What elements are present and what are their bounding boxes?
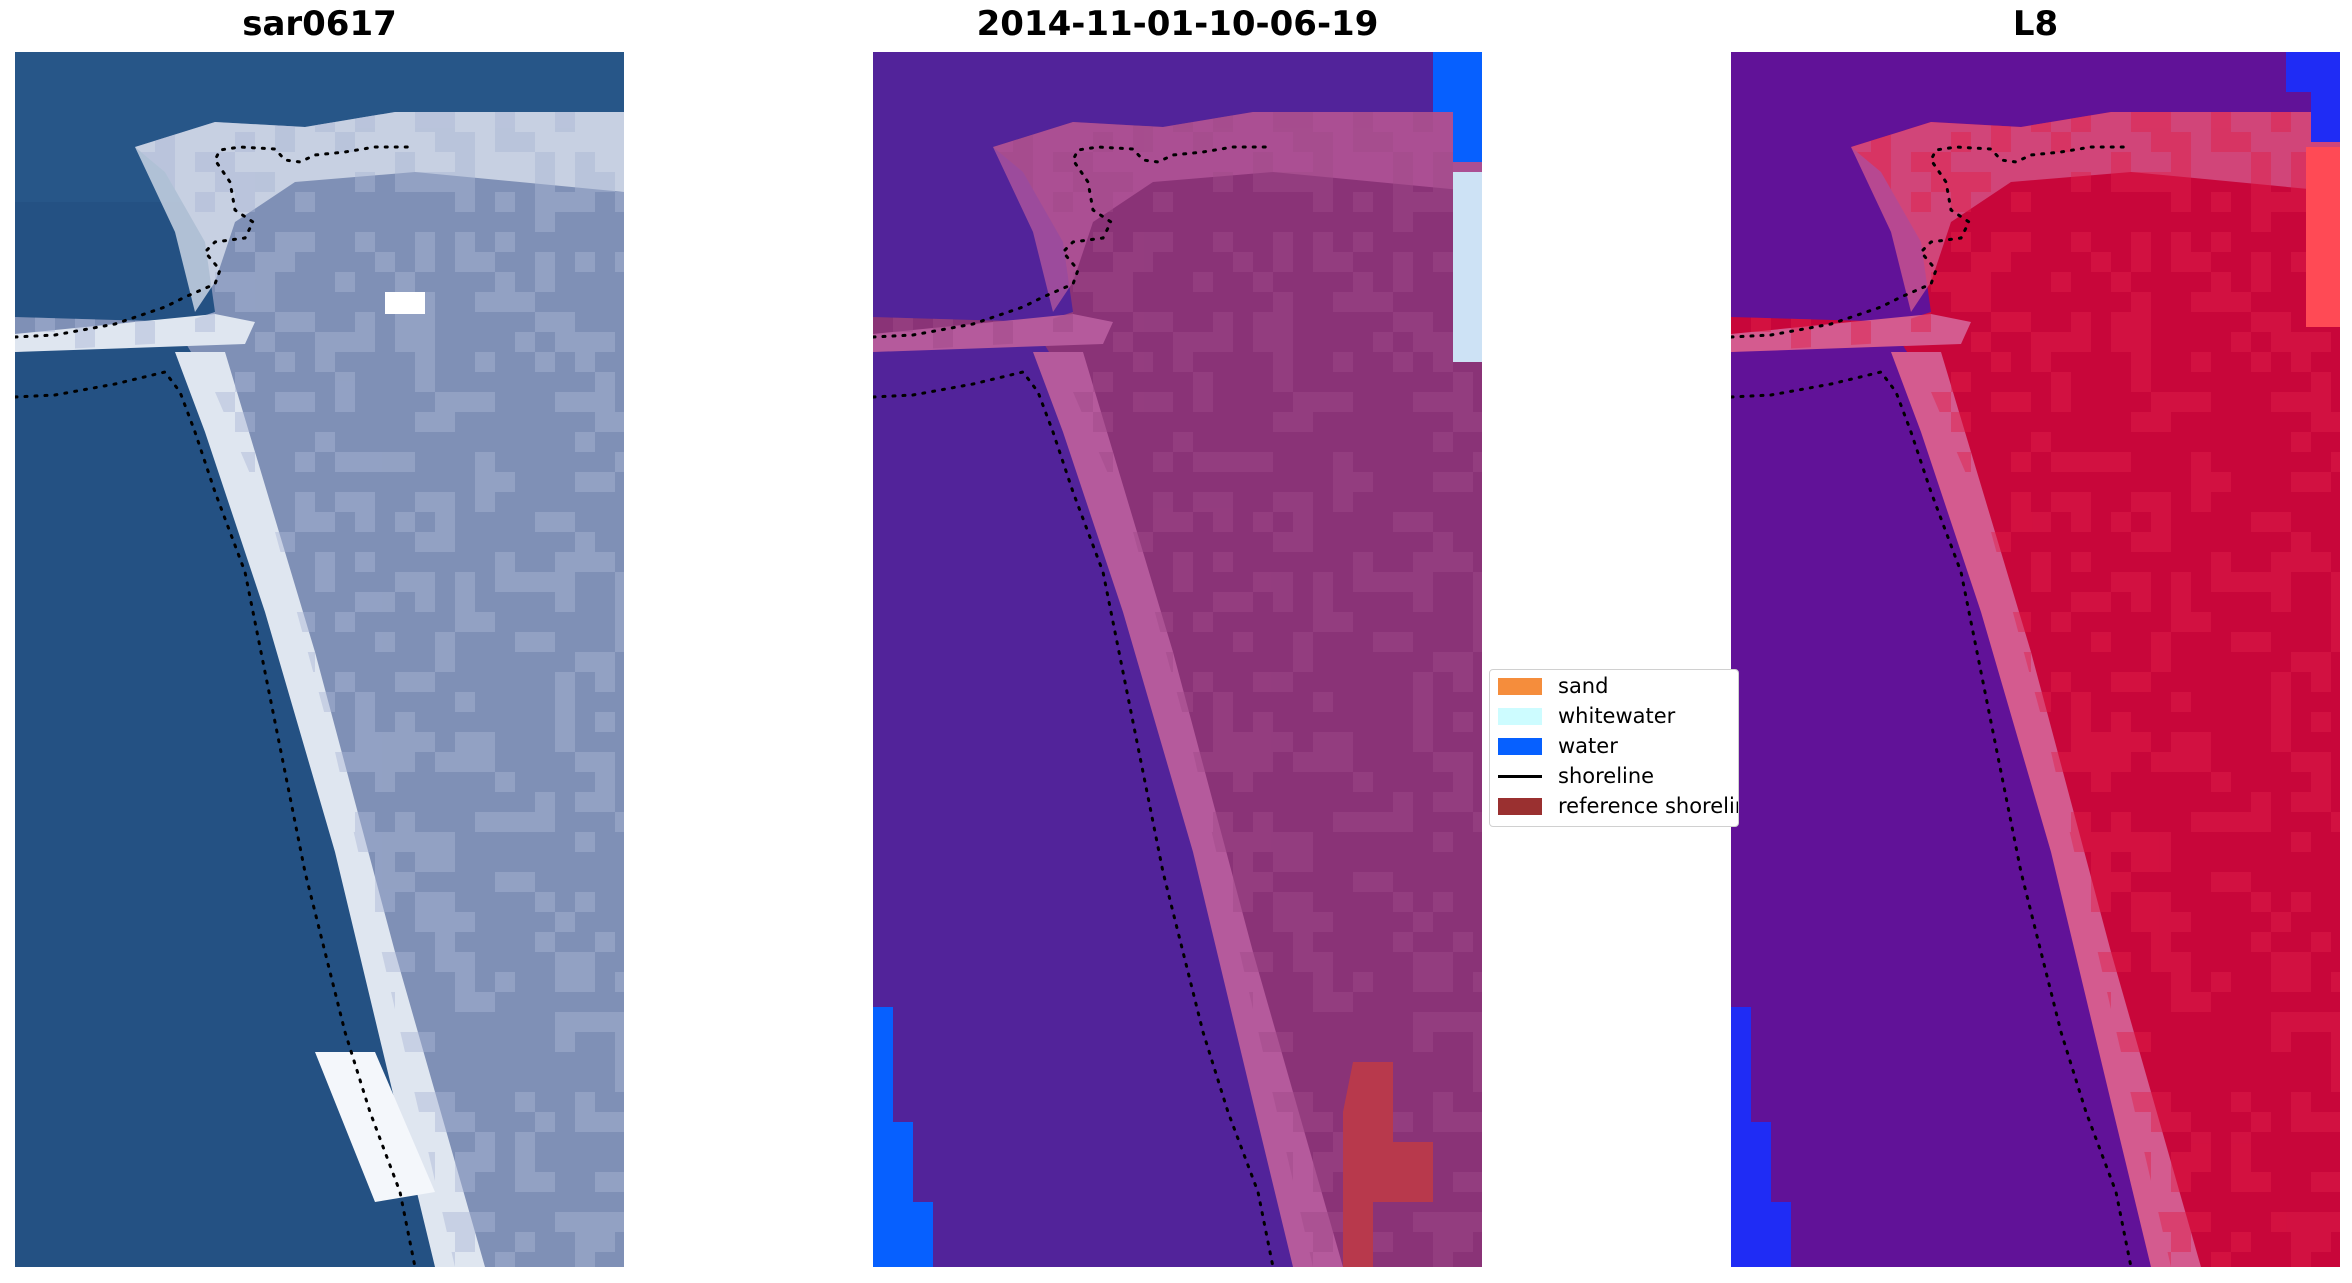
legend-swatch-water [1498, 737, 1542, 755]
panel-title-3: L8 [2012, 4, 2059, 44]
water-patch-bottom [1731, 1007, 1791, 1267]
index-image-panel [1731, 52, 2340, 1267]
panel-title-2: 2014-11-01-10-06-19 [976, 4, 1379, 44]
beach-strip [1891, 352, 2201, 1267]
legend-item-shoreline: shoreline [1498, 763, 1654, 789]
jetty [15, 314, 255, 352]
water-patch-bottom [873, 1007, 933, 1267]
bright-spot [385, 292, 425, 314]
legend-label-reference-shoreline: reference shoreline [1558, 794, 1738, 818]
jetty [873, 314, 1113, 352]
north-beach [1851, 112, 2340, 312]
reference-shoreline-dots [15, 145, 417, 1267]
legend-swatch-reference-shoreline [1498, 797, 1542, 815]
legend-item-water: water [1498, 733, 1618, 759]
scene-svg [873, 52, 1482, 1267]
classified-image-panel [873, 52, 1482, 1267]
north-beach [993, 112, 1482, 312]
north-beach [135, 112, 624, 312]
legend: sand whitewater water shoreline referenc… [1489, 669, 1739, 827]
legend-label-sand: sand [1558, 674, 1609, 698]
legend-item-sand: sand [1498, 673, 1608, 699]
beach-strip [175, 352, 485, 1267]
scene-svg [1731, 52, 2340, 1267]
panel-title-1: sar0617 [242, 4, 397, 44]
water-patch-top [2286, 52, 2340, 142]
reference-shoreline-dots [1731, 145, 2133, 1267]
jetty [1731, 314, 1971, 352]
beach-strip [1033, 352, 1343, 1267]
bright-edge [2306, 147, 2340, 327]
legend-label-whitewater: whitewater [1558, 704, 1676, 728]
scene-svg [15, 52, 624, 1267]
legend-swatch-shoreline [1498, 774, 1542, 778]
reference-shoreline-dots [873, 145, 1275, 1267]
whitewater-patch [1453, 172, 1482, 362]
legend-label-water: water [1558, 734, 1618, 758]
legend-item-whitewater: whitewater [1498, 703, 1675, 729]
legend-swatch-sand [1498, 677, 1542, 695]
legend-label-shoreline: shoreline [1558, 764, 1655, 788]
reference-shoreline-patch [1343, 1062, 1433, 1267]
legend-swatch-whitewater [1498, 707, 1542, 725]
legend-item-reference-shoreline: reference shoreline [1498, 793, 1738, 819]
water-patch-top [1433, 52, 1482, 162]
rgb-image-panel [15, 52, 624, 1267]
